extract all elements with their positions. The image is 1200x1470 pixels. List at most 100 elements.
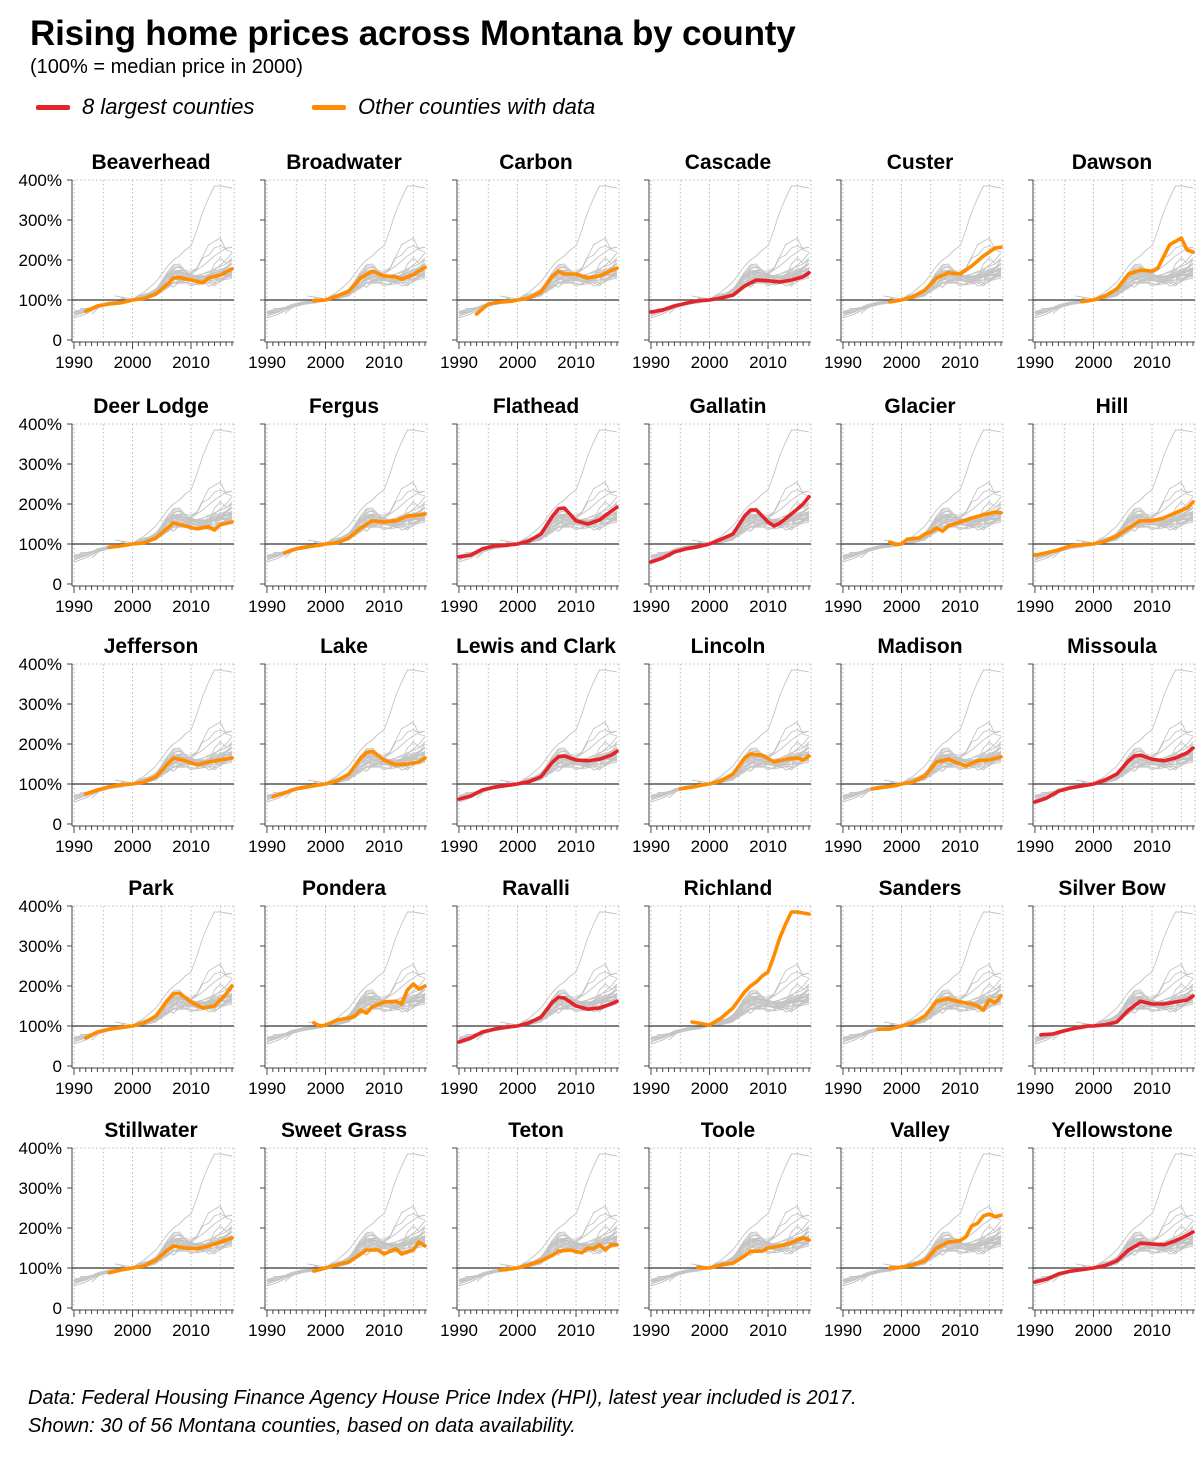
panel-title: Custer (887, 151, 954, 174)
panel-cascade: 1990 2000 2010 Cascade (632, 151, 812, 372)
x-tick-label: 2000 (691, 597, 729, 616)
series-line-hill (1033, 500, 1195, 557)
background-series-line (842, 989, 1002, 1041)
panel-deer-lodge: 1990 2000 2010 0 100% 200% 300% 400% Deer Lodge (19, 395, 235, 616)
x-tick-label: 2010 (557, 837, 595, 856)
x-tick-label: 2010 (941, 1321, 979, 1340)
x-tick-label: 2010 (941, 597, 979, 616)
panel-fergus: 1990 2000 2010 Fergus (248, 395, 428, 616)
panel-jefferson: 1990 2000 2010 0 100% 200% 300% 400% Jefferson (19, 635, 235, 856)
x-tick-label: 2010 (172, 1321, 210, 1340)
panel-beaverhead: 1990 2000 2010 0 100% 200% 300% 400% Beaverhead (19, 151, 235, 372)
x-tick-label: 2000 (114, 1079, 152, 1098)
series-line-park (83, 984, 234, 1040)
x-tick-label: 1990 (632, 1321, 670, 1340)
panel-glacier: 1990 2000 2010 Glacier (824, 395, 1004, 616)
x-tick-label: 1990 (1016, 353, 1054, 372)
background-series-line (842, 746, 1002, 798)
series-line-lake (271, 749, 427, 799)
background-series-line (73, 1230, 233, 1282)
x-tick-label: 1990 (824, 1079, 862, 1098)
background-series-line (313, 1225, 426, 1269)
chart-subtitle: (100% = median price in 2000) (30, 56, 303, 78)
y-tick-label: 100% (19, 1259, 62, 1278)
panel-title: Valley (890, 1119, 950, 1142)
x-tick-label: 2010 (941, 1079, 979, 1098)
x-tick-label: 2010 (172, 353, 210, 372)
x-tick-label: 2000 (114, 353, 152, 372)
panel-title: Gallatin (689, 395, 766, 418)
background-series-line (1081, 1225, 1194, 1269)
background-series-line (889, 257, 1002, 301)
background-series-line (313, 741, 426, 785)
x-tick-label: 2010 (365, 837, 403, 856)
panel-pondera: 1990 2000 2010 Pondera (248, 877, 428, 1098)
panel-title: Missoula (1067, 635, 1157, 658)
y-tick-label: 100% (19, 775, 62, 794)
panel-sweet-grass: 1990 2000 2010 Sweet Grass (248, 1119, 428, 1340)
y-tick-label: 300% (19, 937, 62, 956)
x-tick-label: 2000 (499, 1079, 537, 1098)
x-tick-label: 1990 (1016, 597, 1054, 616)
x-tick-label: 1990 (1016, 1321, 1054, 1340)
background-series-line (842, 988, 1002, 1040)
panel-title: Beaverhead (91, 151, 210, 174)
panel-title: Lincoln (691, 635, 766, 658)
series-line-richland (690, 910, 811, 1027)
panel-title: Sweet Grass (281, 1119, 407, 1142)
background-series-line (266, 1230, 426, 1282)
x-tick-label: 2000 (691, 837, 729, 856)
background-series-line (505, 257, 618, 301)
series-line-silver-bow (1039, 994, 1195, 1037)
x-tick-label: 1990 (55, 353, 93, 372)
background-series-line (313, 501, 426, 545)
legend-swatch-orange-line-icon (312, 104, 346, 110)
y-tick-label: 0 (53, 575, 62, 594)
panel-broadwater: 1990 2000 2010 Broadwater (248, 151, 428, 372)
legend-item-other: Other counties with data (312, 94, 595, 120)
x-tick-label: 2010 (365, 597, 403, 616)
series-line-sanders (876, 994, 1003, 1031)
background-series-line (505, 983, 618, 1027)
y-tick-label: 300% (19, 695, 62, 714)
y-tick-label: 100% (19, 535, 62, 554)
y-tick-label: 200% (19, 977, 62, 996)
x-tick-label: 2010 (1133, 837, 1171, 856)
x-tick-label: 2010 (1133, 1079, 1171, 1098)
x-tick-label: 2010 (749, 353, 787, 372)
series-line-dawson (1080, 236, 1195, 304)
y-tick-label: 400% (19, 415, 62, 434)
series-line-broadwater (312, 265, 427, 303)
x-tick-label: 2010 (172, 597, 210, 616)
x-tick-label: 1990 (248, 1321, 286, 1340)
y-tick-label: 200% (19, 1219, 62, 1238)
x-tick-label: 1990 (440, 353, 478, 372)
panel-title: Yellowstone (1051, 1119, 1172, 1142)
y-tick-label: 0 (53, 1057, 62, 1076)
panel-dawson: 1990 2000 2010 Dawson (1016, 151, 1196, 372)
x-tick-label: 1990 (632, 353, 670, 372)
x-tick-label: 2010 (172, 837, 210, 856)
panel-title: Fergus (309, 395, 379, 418)
y-tick-label: 300% (19, 1179, 62, 1198)
x-tick-label: 2010 (172, 1079, 210, 1098)
x-tick-label: 2000 (883, 353, 921, 372)
x-tick-label: 2000 (307, 353, 345, 372)
panel-title: Pondera (302, 877, 386, 900)
x-tick-label: 2010 (1133, 353, 1171, 372)
legend-swatch-red-line-icon (36, 104, 70, 110)
panel-silver-bow: 1990 2000 2010 Silver Bow (1016, 877, 1196, 1098)
panel-title: Sanders (879, 877, 962, 900)
series-line-ravalli (457, 995, 619, 1044)
panel-title: Flathead (493, 395, 579, 418)
x-tick-label: 1990 (55, 597, 93, 616)
x-tick-label: 1990 (248, 1079, 286, 1098)
x-tick-label: 2000 (1075, 597, 1113, 616)
x-tick-label: 1990 (824, 353, 862, 372)
x-tick-label: 1990 (1016, 837, 1054, 856)
panel-title: Madison (877, 635, 962, 658)
y-tick-label: 300% (19, 211, 62, 230)
x-tick-label: 2000 (307, 837, 345, 856)
y-tick-label: 100% (19, 291, 62, 310)
panel-title: Lewis and Clark (456, 635, 616, 658)
